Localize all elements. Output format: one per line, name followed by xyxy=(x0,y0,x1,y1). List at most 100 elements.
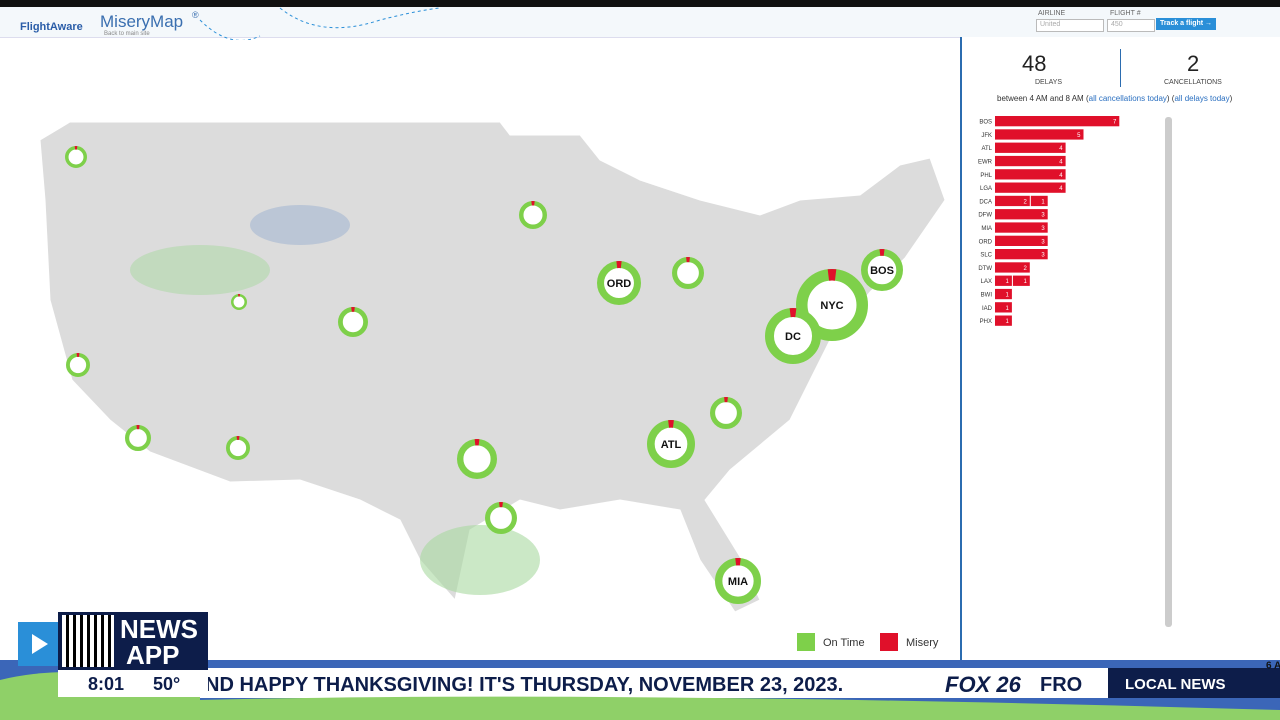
airport-ring xyxy=(125,424,152,451)
ticker-bar xyxy=(200,668,1280,698)
top-bar xyxy=(0,0,1280,7)
airport-code: NYC xyxy=(820,300,843,312)
delay-bar xyxy=(995,222,1048,233)
airport-code: ORD xyxy=(607,278,632,290)
delay-bar xyxy=(995,169,1066,180)
bar-value: 5 xyxy=(1077,133,1081,139)
time: 8:01 xyxy=(88,674,125,694)
route-arcs xyxy=(199,7,441,40)
delay-bar xyxy=(995,116,1120,127)
airport-ring xyxy=(671,256,704,289)
airport-ring xyxy=(518,201,547,230)
ticker-text: ND HAPPY THANKSGIVING! IT'S THURSDAY, NO… xyxy=(205,674,843,696)
app-line1: NEWS xyxy=(120,614,198,644)
airport-ring xyxy=(230,293,247,310)
flight-input[interactable]: 450 xyxy=(1107,19,1155,32)
bar-value: 3 xyxy=(1041,253,1045,259)
bar-value: 1 xyxy=(1041,199,1045,205)
airport-code: BOS xyxy=(870,265,894,277)
bar-value: 3 xyxy=(1041,239,1045,245)
cancel-label: CANCELLATIONS xyxy=(1164,79,1222,86)
airline-input[interactable]: United xyxy=(1036,19,1104,32)
period: between 4 AM and 8 AM (all cancellations… xyxy=(997,94,1233,103)
delay-bar xyxy=(995,288,1012,300)
app-box: NEWS APP xyxy=(58,612,208,670)
delay-bar xyxy=(995,249,1048,260)
airport-ring xyxy=(225,436,250,461)
app-line2: APP xyxy=(126,640,180,670)
bar-value: 1 xyxy=(1006,292,1010,298)
station: FOX 26 xyxy=(945,672,1022,697)
ticker: ND HAPPY THANKSGIVING! IT'S THURSDAY, NO… xyxy=(0,660,1280,720)
airport-label: PHX xyxy=(980,319,992,325)
bar-value: 4 xyxy=(1059,186,1063,192)
corner: 6 A xyxy=(1266,660,1280,671)
bar-value: 2 xyxy=(1023,199,1027,205)
back-link[interactable]: Back to main site xyxy=(104,31,150,37)
airport-ring xyxy=(337,306,368,337)
logo[interactable]: FlightAware xyxy=(20,21,83,33)
period-text: between 4 AM and 8 AM xyxy=(997,94,1084,103)
bar-value: 1 xyxy=(1006,279,1010,285)
delay-bar xyxy=(995,235,1048,246)
temperature: 50° xyxy=(153,674,181,694)
airport-label: BWI xyxy=(981,292,993,298)
delay-bar xyxy=(995,182,1066,193)
bar-value: 4 xyxy=(1059,173,1063,179)
route-arc xyxy=(279,7,441,29)
bar-value: 3 xyxy=(1041,213,1045,219)
delay-count: 48 xyxy=(1022,51,1047,76)
airport-ring xyxy=(709,396,742,429)
legend-swatch xyxy=(880,633,898,651)
delay-bar xyxy=(995,315,1012,326)
airport-label: DFW xyxy=(978,213,992,219)
delay-bar xyxy=(995,302,1012,313)
section-bar xyxy=(1108,668,1280,698)
airport-ring xyxy=(484,501,517,534)
delay-bar xyxy=(1030,195,1048,207)
airport-label: JFK xyxy=(981,133,992,139)
delay-bar xyxy=(995,155,1066,167)
delay-bar xyxy=(995,129,1084,140)
airport-label: SLC xyxy=(980,253,992,259)
time-box: 8:01 50° xyxy=(58,670,208,697)
airport-label: IAD xyxy=(982,306,993,312)
ticker-tail: FRO xyxy=(1040,674,1082,696)
delay-label: DELAYS xyxy=(1035,79,1063,86)
title-mark: ® xyxy=(192,10,199,20)
cancel-link[interactable]: all cancellations today xyxy=(1088,94,1167,103)
legend-label: Misery xyxy=(906,637,939,649)
divider xyxy=(1120,49,1121,87)
delay-bars: BOS 7 JFK 5 ATL 4 EWR 4 PHL 4 LGA 4 DCA 2 1 DFW 3 MIA 3 ORD… xyxy=(978,116,1120,326)
header: FlightAware MiseryMap ® Back to main sit… xyxy=(0,7,1280,38)
airport-label: DTW xyxy=(978,266,992,272)
legend-label: On Time xyxy=(823,637,865,649)
delay-link[interactable]: all delays today xyxy=(1174,94,1230,103)
airport-label: ATL xyxy=(981,146,992,152)
track-button[interactable]: Track a flight → xyxy=(1156,18,1216,30)
airport-code: ATL xyxy=(661,439,682,451)
bar-value: 1 xyxy=(1006,319,1010,325)
airport-ring xyxy=(65,353,90,378)
delay-bar xyxy=(995,195,1030,207)
bar-value: 1 xyxy=(1023,279,1027,285)
radar xyxy=(250,205,350,245)
title: MiseryMap xyxy=(100,12,184,31)
wave xyxy=(200,696,1280,720)
map: On Time Misery ORD NYC BOS DC ATL MIA xyxy=(39,121,946,651)
radar xyxy=(130,245,270,295)
airport-label: MIA xyxy=(981,226,992,232)
section: LOCAL NEWS xyxy=(1125,676,1226,693)
bar-value: 3 xyxy=(1041,226,1045,232)
radar xyxy=(420,525,540,595)
bar-value: 4 xyxy=(1059,146,1063,152)
side-panel: 48 DELAYS 2 CANCELLATIONS between 4 AM a… xyxy=(960,37,1280,665)
scrollbar[interactable] xyxy=(1165,117,1172,627)
airport-label: EWR xyxy=(978,159,993,165)
route-arc xyxy=(199,19,261,40)
play-icon xyxy=(18,622,58,666)
airport-label: LAX xyxy=(981,279,992,285)
airport-ring xyxy=(457,439,498,480)
delay-bar xyxy=(995,275,1012,286)
airline-label: AIRLINE xyxy=(1038,10,1066,17)
